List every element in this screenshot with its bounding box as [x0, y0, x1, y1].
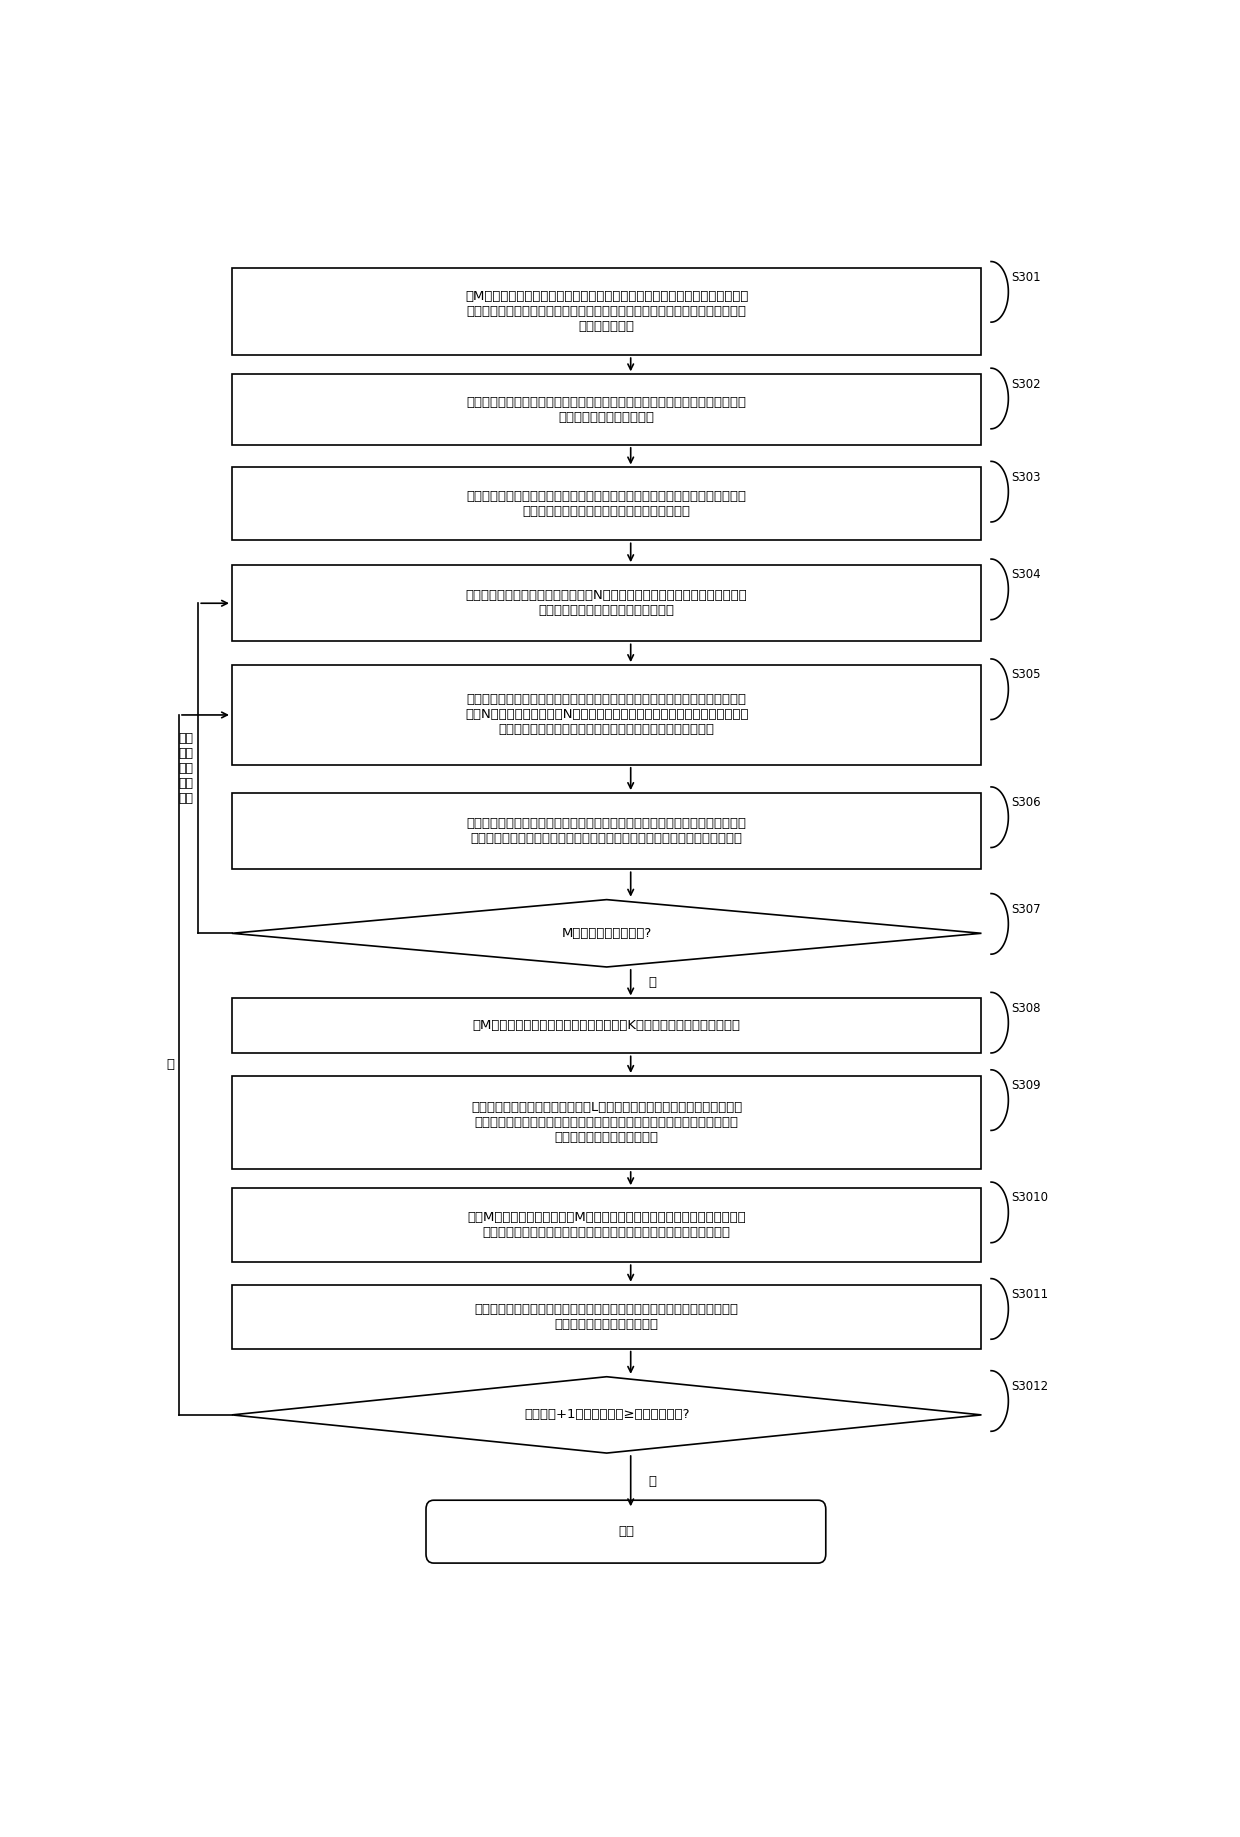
Text: 针对各人脸图，根据五点包围框和人脸包围框的对应关系、各人脸包围框，确定
各人脸图的估算五点包围框: 针对各人脸图，根据五点包围框和人脸包围框的对应关系、各人脸包围框，确定 各人脸图… [466, 395, 746, 424]
FancyBboxPatch shape [232, 665, 982, 764]
Text: 将M张人脸图的五点包围框缩放至同一大小，将缩放至同一大小的五点包围框的
中心点对齐，根据对齐后的各五点包围框计算五个关键点的平均坐标位置，得到
平均五点包围框: 将M张人脸图的五点包围框缩放至同一大小，将缩放至同一大小的五点包围框的 中心点对… [465, 290, 749, 332]
FancyBboxPatch shape [232, 1284, 982, 1348]
FancyBboxPatch shape [232, 999, 982, 1053]
Text: M张人脸图均处理完毕?: M张人脸图均处理完毕? [562, 928, 652, 941]
Text: 结束: 结束 [618, 1525, 634, 1538]
Text: S302: S302 [1012, 378, 1040, 391]
Text: 将估算五点包围框加上该人脸图所在类的平均坐标位移差，得到新的各估算
五点包围框的五个关键点位置: 将估算五点包围框加上该人脸图所在类的平均坐标位移差，得到新的各估算 五点包围框的… [475, 1302, 739, 1330]
FancyBboxPatch shape [232, 794, 982, 869]
Text: 根据M张人脸图的特征值，对M张人脸图进行分类，并计算每一类中的人脸图
的平均坐标位移差，并将各类的平均坐标位移差写入显示形状回归模型: 根据M张人脸图的特征值，对M张人脸图进行分类，并计算每一类中的人脸图 的平均坐标… [467, 1211, 746, 1240]
Text: 从M张人脸图的特征中，选取相关度最高的K个特征写入显示形状回归模型: 从M张人脸图的特征中，选取相关度最高的K个特征写入显示形状回归模型 [472, 1020, 740, 1032]
Text: S304: S304 [1012, 568, 1040, 582]
Text: 迭代次数+1，且迭代次数≥预设迭代次数?: 迭代次数+1，且迭代次数≥预设迭代次数? [525, 1409, 689, 1422]
Text: 否，
获取
下一
张人
脸图: 否， 获取 下一 张人 脸图 [179, 731, 193, 805]
FancyBboxPatch shape [232, 268, 982, 355]
Text: S3010: S3010 [1012, 1192, 1048, 1205]
Text: S305: S305 [1012, 669, 1040, 682]
Text: S307: S307 [1012, 904, 1040, 917]
FancyBboxPatch shape [232, 1076, 982, 1168]
FancyBboxPatch shape [232, 566, 982, 641]
Text: S309: S309 [1012, 1080, 1040, 1093]
FancyBboxPatch shape [232, 375, 982, 445]
Text: 是: 是 [649, 975, 656, 988]
Text: S303: S303 [1012, 470, 1040, 483]
Text: 将五个关键点的平均坐标位置分别缩放至与各估算五点包围框的大小一致、中心
对齐，获得各估算五点包围框的五个关键点位置: 将五个关键点的平均坐标位置分别缩放至与各估算五点包围框的大小一致、中心 对齐，获… [466, 490, 746, 518]
Text: S301: S301 [1012, 270, 1040, 285]
Polygon shape [232, 900, 982, 966]
Polygon shape [232, 1376, 982, 1453]
Text: 针对当前人脸图的当前估算五点包围框，确定当前估算五点包围框的范围内、与
上述N个采样点位置对应的N个采样点，分别将各采样点、与各采样点最近的关
键点构成点对，并: 针对当前人脸图的当前估算五点包围框，确定当前估算五点包围框的范围内、与 上述N个… [465, 693, 749, 737]
FancyBboxPatch shape [232, 1189, 982, 1262]
Text: 否: 否 [166, 1058, 174, 1071]
Text: S308: S308 [1012, 1001, 1040, 1014]
Text: 对每一个人脸图，计算与其对应的L个特征中的点对的像素强度差，并将该像
素强度差与该特征中的随机数进行比较，获得二者之间的大小关系，并将该
大小关系映射到对应的特: 对每一个人脸图，计算与其对应的L个特征中的点对的像素强度差，并将该像 素强度差与… [471, 1100, 743, 1144]
Text: S3012: S3012 [1012, 1380, 1048, 1392]
FancyBboxPatch shape [427, 1501, 826, 1563]
Text: S3011: S3011 [1012, 1288, 1048, 1301]
Text: 分别计算各特征中的点对的像素强度差，计算估算五点包围框内的五个关键点位
置与所述平均坐标位置，计算每一个特征的像素强度差和形状差之间的相关度: 分别计算各特征中的点对的像素强度差，计算估算五点包围框内的五个关键点位 置与所述… [466, 817, 746, 845]
FancyBboxPatch shape [232, 467, 982, 540]
Text: 是: 是 [649, 1475, 656, 1488]
Text: 在平均五点包围框的范围内随机选取N个采样点，并将各采样点与该平均五点包
围框内、与该采样点最近的关键点对应: 在平均五点包围框的范围内随机选取N个采样点，并将各采样点与该平均五点包 围框内、… [466, 590, 748, 617]
Text: S306: S306 [1012, 797, 1040, 810]
